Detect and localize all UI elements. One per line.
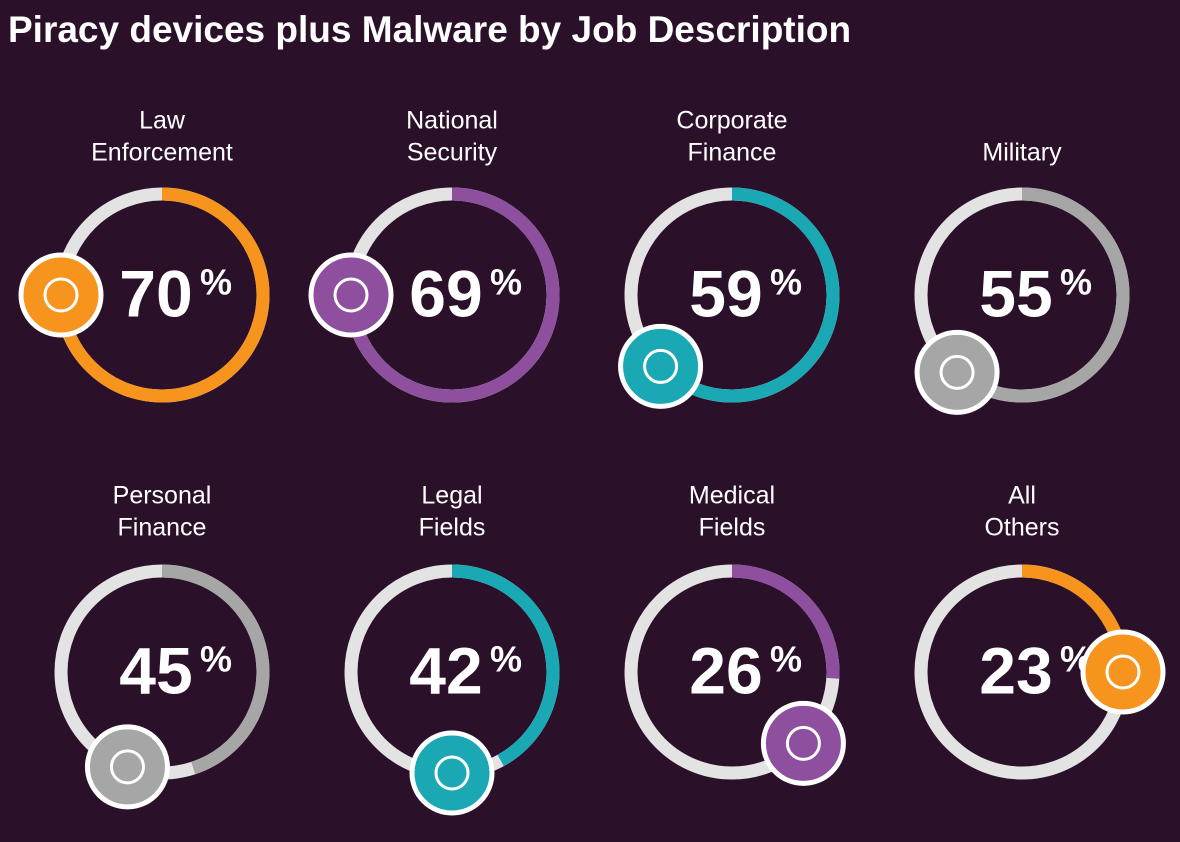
icon-glyph [785, 725, 821, 761]
icon-badge [760, 700, 846, 786]
percent-unit: % [200, 262, 232, 303]
gauge: Legal Fields 42% [344, 482, 560, 816]
percent-unit: % [490, 639, 522, 680]
gauge-label: National [406, 107, 498, 135]
gauge: Personal Finance 45% [54, 482, 270, 810]
ring-arc [59, 187, 270, 403]
gauge: Medical Fields 26% [624, 482, 846, 786]
ring-arc [352, 187, 560, 403]
title: Piracy devices plus Malware by Job Descr… [8, 9, 851, 50]
gauge: Law Enforcement 70% [18, 107, 270, 403]
gauge: Corporate Finance 59% [618, 107, 840, 409]
gauge-label: Personal [113, 482, 212, 510]
icon-glyph [939, 354, 975, 390]
icon-badge [18, 252, 104, 338]
icon-badge [1080, 629, 1166, 715]
icon-glyph [43, 277, 79, 313]
gauge-label: Enforcement [91, 139, 233, 167]
icon-badge [618, 323, 704, 409]
percent-value: 45 [119, 633, 192, 707]
gauge-label: Others [984, 514, 1059, 542]
percent-unit: % [770, 262, 802, 303]
percent-value: 42 [409, 633, 482, 707]
gauge-label: All [1008, 482, 1036, 510]
ring-arc [161, 564, 270, 775]
gauge-label: Security [407, 139, 498, 167]
percent-value: 69 [409, 256, 482, 330]
gauge-label: Finance [118, 514, 207, 542]
gauge-label: Legal [421, 482, 482, 510]
percent-value: 26 [689, 633, 762, 707]
icon-glyph [1105, 654, 1141, 690]
percent-value: 55 [979, 256, 1052, 330]
ring-arc [451, 564, 560, 767]
icon-glyph [333, 277, 369, 313]
icon-glyph [109, 749, 145, 785]
icon-badge [84, 724, 170, 810]
gauge-label: Law [139, 107, 186, 135]
gauge-label: Medical [689, 482, 775, 510]
ring-arc [674, 187, 840, 403]
gauge: Military 55% [914, 139, 1130, 415]
percent-unit: % [1060, 262, 1092, 303]
percent-unit: % [490, 262, 522, 303]
percent-value: 23 [979, 633, 1052, 707]
percent-unit: % [200, 639, 232, 680]
gauge-label: Military [982, 139, 1062, 167]
gauge-label: Corporate [676, 107, 787, 135]
percent-value: 59 [689, 256, 762, 330]
icon-badge [914, 329, 1000, 415]
icon-badge [308, 252, 394, 338]
icon-glyph [434, 755, 470, 791]
gauge-label: Fields [699, 514, 766, 542]
percent-unit: % [770, 639, 802, 680]
ring-arc [731, 564, 840, 679]
icon-glyph [643, 348, 679, 384]
ring-arc [988, 187, 1130, 403]
gauge-label: Finance [688, 139, 777, 167]
icon-badge [409, 730, 495, 816]
gauge-label: Fields [419, 514, 486, 542]
gauge: National Security 69% [308, 107, 560, 403]
percent-value: 70 [119, 256, 192, 330]
